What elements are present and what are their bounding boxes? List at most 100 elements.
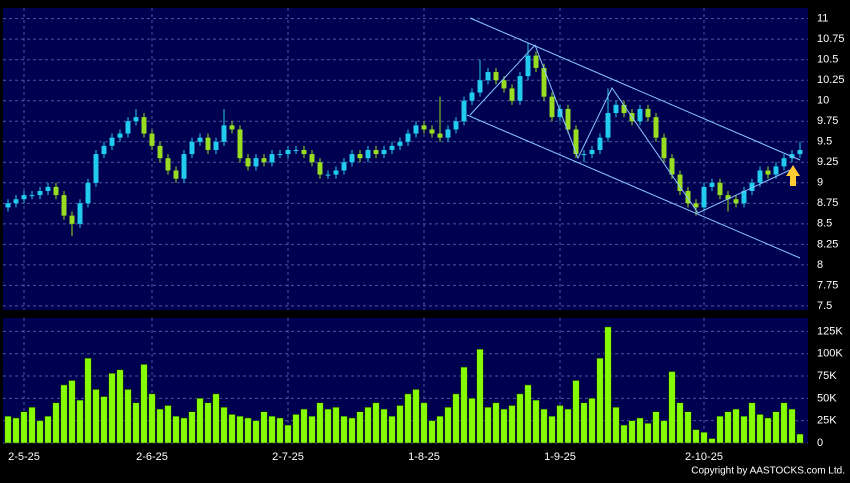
candle-body <box>357 154 363 159</box>
volume-bar <box>76 399 84 444</box>
volume-bar <box>284 424 292 444</box>
x-tick-label: 2-6-25 <box>136 451 168 463</box>
volume-bar <box>420 402 428 444</box>
volume-bar <box>148 393 156 444</box>
y-tick-label: 9 <box>817 177 823 189</box>
candle-body <box>181 154 187 179</box>
candle-body <box>237 129 243 159</box>
x-tick-label: 2-7-25 <box>272 451 304 463</box>
candle-body <box>493 72 499 81</box>
x-tick-label: 1-9-25 <box>544 451 576 463</box>
candle-body <box>661 137 667 159</box>
volume-bar <box>204 402 212 444</box>
volume-bar <box>676 402 684 444</box>
y-tick-label: 10.75 <box>817 33 845 45</box>
volume-bar <box>532 399 540 444</box>
volume-bar <box>508 405 516 444</box>
volume-bar <box>28 407 36 444</box>
volume-bar <box>260 411 268 444</box>
volume-bar <box>572 380 580 444</box>
candle-body <box>773 166 779 175</box>
candle-body <box>173 170 179 179</box>
volume-bar <box>412 389 420 444</box>
channel-bottom <box>466 114 801 259</box>
candle-body <box>741 191 747 204</box>
volume-bar <box>660 420 668 444</box>
volume-bar <box>196 398 204 444</box>
volume-bar <box>188 411 196 444</box>
candle-body <box>677 174 683 192</box>
volume-bar <box>580 402 588 444</box>
volume-bar <box>708 438 716 444</box>
volume-bar <box>564 408 572 444</box>
volume-bar <box>292 414 300 444</box>
volume-bar <box>668 371 676 444</box>
channel-top <box>469 17 801 161</box>
candle-body <box>397 141 403 146</box>
candle-body <box>213 141 219 150</box>
volume-bar <box>540 408 548 444</box>
candle-body <box>269 154 275 163</box>
volume-bar <box>604 326 612 444</box>
candle-body <box>557 108 563 118</box>
candle-body <box>325 174 331 176</box>
volume-bar <box>180 417 188 444</box>
y2-tick-label: 100K <box>817 348 843 360</box>
volume-bar <box>356 411 364 444</box>
candle-body <box>541 67 547 97</box>
candle-body <box>205 137 211 150</box>
volume-bar <box>348 417 356 444</box>
candle-body <box>517 76 523 101</box>
y-tick-label: 10 <box>817 95 829 107</box>
candle-body <box>469 92 475 101</box>
candle-body <box>621 104 627 114</box>
copyright: Copyright by AASTOCKS.com Ltd. <box>691 466 845 477</box>
volume-bar <box>788 408 796 444</box>
candle-body <box>485 72 491 81</box>
volume-bar <box>500 408 508 444</box>
candle-body <box>597 137 603 150</box>
candle-body <box>477 80 483 93</box>
volume-bar <box>468 398 476 444</box>
candle-body <box>701 186 707 208</box>
candle-body <box>709 182 715 187</box>
volume-bar <box>548 415 556 444</box>
candle-body <box>37 191 43 196</box>
candle-body <box>717 182 723 196</box>
candle-body <box>573 129 579 155</box>
candle-body <box>757 170 763 183</box>
volume-bar <box>396 405 404 444</box>
x-tick-label: 2-10-25 <box>685 451 723 463</box>
candle-body <box>157 145 163 159</box>
candle-body <box>349 154 355 163</box>
y-tick-label: 9.5 <box>817 136 832 148</box>
volume-bar <box>60 384 68 444</box>
volume-bar <box>524 384 532 444</box>
volume-bar <box>516 393 524 444</box>
volume-bar <box>212 393 220 444</box>
volume-bar <box>684 411 692 444</box>
volume-bar <box>276 417 284 444</box>
candle-body <box>645 108 651 118</box>
y-tick-label: 8.75 <box>817 197 838 209</box>
y2-tick-label: 50K <box>817 392 837 404</box>
volume-bar <box>324 408 332 444</box>
candle-body <box>317 162 323 175</box>
candle-body <box>13 199 19 204</box>
volume-bar <box>268 415 276 444</box>
volume-bar <box>316 402 324 444</box>
volume-bar <box>140 364 148 444</box>
volume-bar <box>492 402 500 444</box>
volume-bar <box>340 415 348 444</box>
candle-body <box>405 133 411 142</box>
candle-body <box>765 170 771 175</box>
candle-body <box>253 158 259 167</box>
candle-body <box>445 129 451 138</box>
candle-body <box>685 191 691 204</box>
volume-bar <box>228 414 236 444</box>
volume-bar <box>652 411 660 444</box>
y-tick-label: 8.5 <box>817 218 832 230</box>
zigzag <box>469 44 791 214</box>
candle-body <box>781 158 787 167</box>
candle-body <box>653 117 659 138</box>
